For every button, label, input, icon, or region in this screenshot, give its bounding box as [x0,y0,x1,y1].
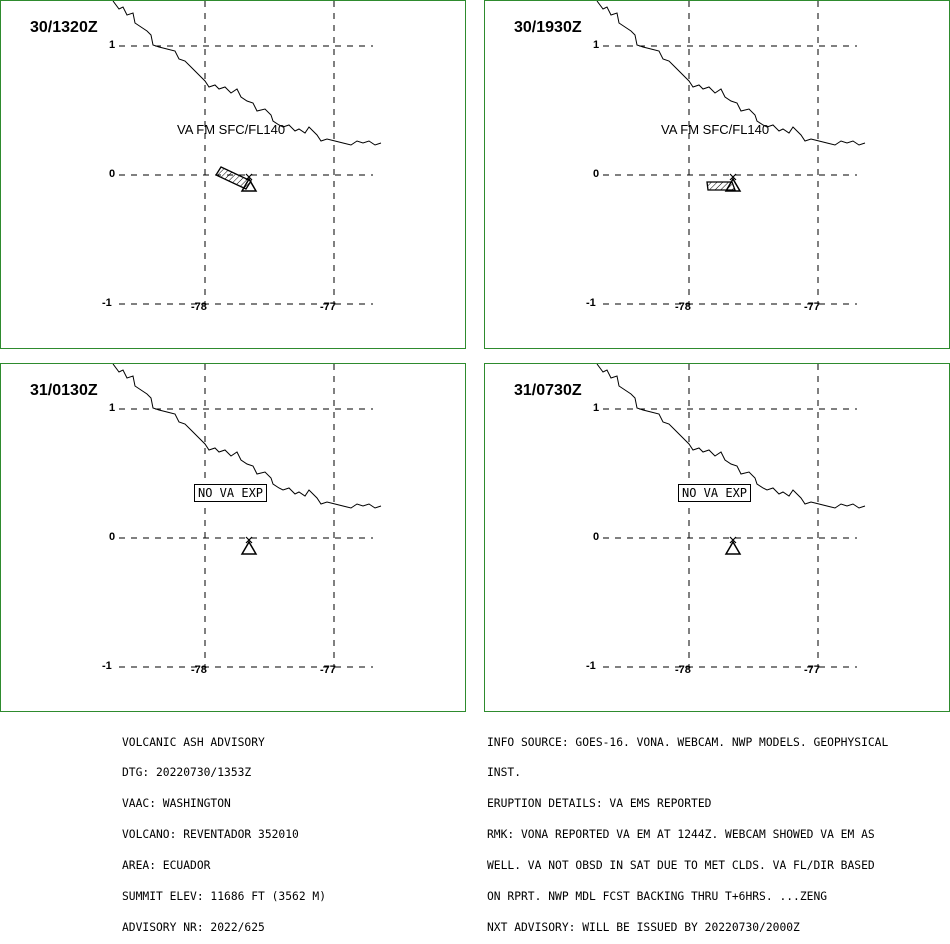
advisory-line: AREA: ECUADOR [122,859,211,873]
map-canvas [112,364,382,669]
advisory-line: WELL. VA NOT OBSD IN SAT DUE TO MET CLDS… [487,859,875,873]
lat-label-0: 0 [109,168,116,180]
eruption-marker-icon [245,536,253,544]
advisory-line: INFO SOURCE: GOES-16. VONA. WEBCAM. NWP … [487,735,889,749]
ash-level-label: VA FM SFC/FL140 [661,122,770,137]
lon-label-78: -78 [675,664,691,676]
advisory-line: VOLCANIC ASH ADVISORY [122,735,265,749]
lat-label-0: 0 [593,168,600,180]
lat-label-1: 1 [109,39,116,51]
lon-label-77: -77 [804,664,820,676]
forecast-panel-3: 31/0130Z 1 0 -1 -78 -77 NO VA EXP [0,363,466,712]
lat-label-minus1: -1 [102,660,112,672]
advisory-line: SUMMIT ELEV: 11686 FT (3562 M) [122,890,327,904]
coastline [596,364,866,509]
eruption-marker-icon [729,536,737,544]
advisory-line: ON RPRT. NWP MDL FCST BACKING THRU T+6HR… [487,890,828,904]
advisory-line: ADVISORY NR: 2022/625 [122,920,265,934]
forecast-panel-2: 30/1930Z 1 0 -1 -78 -77 VA FM SFC/FL140 [484,0,950,349]
panel-time: 30/1320Z [30,19,98,36]
map-canvas [596,1,866,306]
advisory-line: VAAC: WASHINGTON [122,797,231,811]
map-canvas [596,364,866,669]
advisory-line: RMK: VONA REPORTED VA EM AT 1244Z. WEBCA… [487,828,875,842]
lon-label-78: -78 [675,301,691,313]
advisory-line: VOLCANO: REVENTADOR 352010 [122,828,299,842]
advisory-remarks-text: INFO SOURCE: GOES-16. VONA. WEBCAM. NWP … [487,717,888,944]
volcano-icon [240,540,258,555]
volcano-icon [724,177,742,192]
volcano-icon [724,540,742,555]
lat-label-1: 1 [593,402,600,414]
lat-label-minus1: -1 [586,660,596,672]
map-canvas [112,1,382,306]
lat-label-minus1: -1 [586,297,596,309]
volcano-icon [240,177,258,192]
no-ash-expected-label: NO VA EXP [194,484,268,502]
panel-time: 31/0730Z [514,382,582,399]
no-ash-expected-label: NO VA EXP [678,484,752,502]
lon-label-78: -78 [191,664,207,676]
advisory-line: ERUPTION DETAILS: VA EMS REPORTED [487,797,712,811]
eruption-marker-icon [729,173,737,181]
lon-label-78: -78 [191,301,207,313]
lat-label-0: 0 [109,531,116,543]
panel-time: 30/1930Z [514,19,582,36]
lat-label-1: 1 [593,39,600,51]
ash-level-label: VA FM SFC/FL140 [177,122,286,137]
lat-label-1: 1 [109,402,116,414]
advisory-header-text: VOLCANIC ASH ADVISORY DTG: 20220730/1353… [122,717,326,944]
lon-label-77: -77 [804,301,820,313]
coastline [112,1,382,146]
lat-label-0: 0 [593,531,600,543]
advisory-line: NXT ADVISORY: WILL BE ISSUED BY 20220730… [487,920,800,934]
lon-label-77: -77 [320,664,336,676]
coastline [596,1,866,146]
advisory-line: INST. [487,766,522,780]
eruption-marker-icon [245,173,253,181]
lat-label-minus1: -1 [102,297,112,309]
coastline [112,364,382,509]
forecast-panel-4: 31/0730Z 1 0 -1 -78 -77 NO VA EXP [484,363,950,712]
lon-label-77: -77 [320,301,336,313]
advisory-line: DTG: 20220730/1353Z [122,766,252,780]
panel-time: 31/0130Z [30,382,98,399]
forecast-panel-1: 30/1320Z 1 0 -1 -78 -77 VA FM SFC/FL140 [0,0,466,349]
